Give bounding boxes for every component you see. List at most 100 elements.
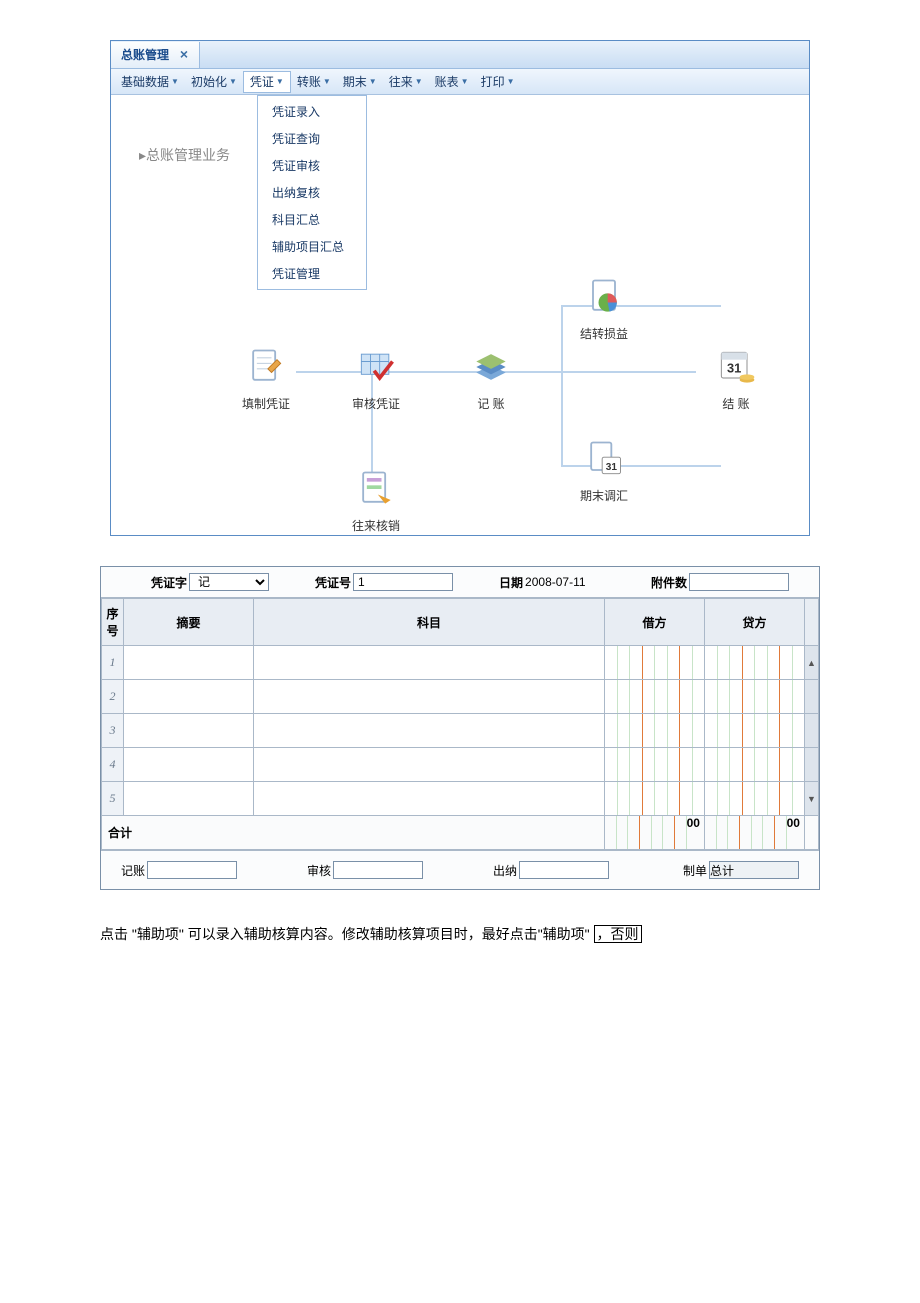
seq-cell: 4 bbox=[102, 748, 124, 782]
menu-period-end[interactable]: 期末▼ bbox=[337, 71, 383, 93]
summary-cell[interactable] bbox=[124, 782, 254, 816]
col-subject: 科目 bbox=[254, 599, 605, 646]
subject-cell[interactable] bbox=[254, 646, 605, 680]
wf-label: 审核凭证 bbox=[336, 395, 416, 412]
credit-cell[interactable] bbox=[705, 782, 805, 816]
subject-cell[interactable] bbox=[254, 782, 605, 816]
dropdown-item-audit[interactable]: 凭证审核 bbox=[260, 152, 364, 179]
maker-input[interactable] bbox=[709, 861, 799, 879]
voucher-table: 序号 摘要 科目 借方 贷方 1▲2345▼ 合计 00 00 bbox=[101, 598, 819, 850]
menu-transfer[interactable]: 转账▼ bbox=[291, 71, 337, 93]
subject-cell[interactable] bbox=[254, 748, 605, 782]
summary-cell[interactable] bbox=[124, 714, 254, 748]
chevron-down-icon: ▼ bbox=[171, 77, 179, 86]
document-arrow-icon bbox=[352, 465, 400, 513]
voucher-att-input[interactable] bbox=[689, 573, 789, 591]
seq-cell: 3 bbox=[102, 714, 124, 748]
close-icon[interactable]: × bbox=[177, 48, 191, 62]
voucher-word-select[interactable]: 记 bbox=[189, 573, 269, 591]
date-label: 日期 bbox=[499, 574, 523, 591]
credit-cell[interactable] bbox=[705, 680, 805, 714]
menu-reports[interactable]: 账表▼ bbox=[429, 71, 475, 93]
dropdown-item-query[interactable]: 凭证查询 bbox=[260, 125, 364, 152]
post-input[interactable] bbox=[147, 861, 237, 879]
table-row: 2 bbox=[102, 680, 819, 714]
voucher-no-input[interactable] bbox=[353, 573, 453, 591]
total-debit-cell: 00 bbox=[605, 816, 705, 850]
subject-cell[interactable] bbox=[254, 680, 605, 714]
table-check-icon bbox=[352, 343, 400, 391]
wf-label: 记 账 bbox=[451, 395, 531, 412]
voucher-date: 2008-07-11 bbox=[525, 575, 605, 589]
wf-period-adj[interactable]: 31 期末调汇 bbox=[564, 435, 644, 504]
flow-line bbox=[641, 305, 721, 307]
debit-cell[interactable] bbox=[605, 782, 705, 816]
summary-cell[interactable] bbox=[124, 646, 254, 680]
wf-settle[interactable]: 31 结 账 bbox=[696, 343, 776, 412]
col-credit: 贷方 bbox=[705, 599, 805, 646]
voucher-footer: 记账 审核 出纳 制单 bbox=[101, 850, 819, 889]
scroll-track[interactable] bbox=[805, 714, 819, 748]
no-label: 凭证号 bbox=[315, 574, 351, 591]
debit-cell[interactable] bbox=[605, 748, 705, 782]
chevron-down-icon: ▼ bbox=[507, 77, 515, 86]
menu-basic-data[interactable]: 基础数据▼ bbox=[115, 71, 185, 93]
wf-post[interactable]: 记 账 bbox=[451, 343, 531, 412]
summary-cell[interactable] bbox=[124, 680, 254, 714]
flow-line bbox=[641, 465, 721, 467]
debit-cell[interactable] bbox=[605, 714, 705, 748]
word-label: 凭证字 bbox=[151, 574, 187, 591]
wf-transfer-pl[interactable]: 结转损益 bbox=[564, 273, 644, 342]
dropdown-item-manage[interactable]: 凭证管理 bbox=[260, 260, 364, 287]
ledger-window: 总账管理 × 基础数据▼ 初始化▼ 凭证▼ 转账▼ 期末▼ 往来▼ 账表▼ 打印… bbox=[110, 40, 810, 536]
subject-cell[interactable] bbox=[254, 714, 605, 748]
svg-text:31: 31 bbox=[606, 462, 618, 473]
wf-fill-voucher[interactable]: 填制凭证 bbox=[226, 343, 306, 412]
seq-cell: 1 bbox=[102, 646, 124, 680]
table-row: 4 bbox=[102, 748, 819, 782]
wf-label: 往来核销 bbox=[336, 517, 416, 534]
col-summary: 摘要 bbox=[124, 599, 254, 646]
scroll-up-button[interactable]: ▲ bbox=[805, 646, 819, 680]
document-pencil-icon bbox=[242, 343, 290, 391]
voucher-dropdown: 凭证录入 凭证查询 凭证审核 出纳复核 科目汇总 辅助项目汇总 凭证管理 bbox=[257, 95, 367, 290]
voucher-header: 凭证字 记 凭证号 日期 2008-07-11 附件数 bbox=[101, 567, 819, 598]
audit-input[interactable] bbox=[333, 861, 423, 879]
wf-ar-verify[interactable]: 往来核销 bbox=[336, 465, 416, 534]
dropdown-item-cashier[interactable]: 出纳复核 bbox=[260, 179, 364, 206]
scroll-track[interactable] bbox=[805, 680, 819, 714]
debit-cell[interactable] bbox=[605, 680, 705, 714]
maker-label: 制单 bbox=[683, 862, 707, 879]
scroll-track[interactable] bbox=[805, 748, 819, 782]
dropdown-item-entry[interactable]: 凭证录入 bbox=[260, 98, 364, 125]
table-row: 5▼ bbox=[102, 782, 819, 816]
flow-line bbox=[561, 305, 563, 465]
col-seq: 序号 bbox=[102, 599, 124, 646]
titlebar: 总账管理 × bbox=[111, 41, 809, 69]
menu-init[interactable]: 初始化▼ bbox=[185, 71, 243, 93]
credit-cell[interactable] bbox=[705, 714, 805, 748]
debit-cell[interactable] bbox=[605, 646, 705, 680]
att-label: 附件数 bbox=[651, 574, 687, 591]
menu-ar[interactable]: 往来▼ bbox=[383, 71, 429, 93]
cashier-input[interactable] bbox=[519, 861, 609, 879]
dropdown-item-aux-sum[interactable]: 辅助项目汇总 bbox=[260, 233, 364, 260]
menu-voucher[interactable]: 凭证▼ bbox=[243, 71, 291, 93]
scroll-header bbox=[805, 599, 819, 646]
tab-ledger[interactable]: 总账管理 × bbox=[111, 42, 200, 68]
summary-cell[interactable] bbox=[124, 748, 254, 782]
menu-print[interactable]: 打印▼ bbox=[475, 71, 521, 93]
total-label: 合计 bbox=[102, 816, 605, 850]
calendar-coins-icon: 31 bbox=[712, 343, 760, 391]
credit-cell[interactable] bbox=[705, 646, 805, 680]
total-credit-cell: 00 bbox=[705, 816, 805, 850]
wf-audit-voucher[interactable]: 审核凭证 bbox=[336, 343, 416, 412]
dropdown-item-subject-sum[interactable]: 科目汇总 bbox=[260, 206, 364, 233]
table-row: 3 bbox=[102, 714, 819, 748]
audit-label: 审核 bbox=[307, 862, 331, 879]
credit-cell[interactable] bbox=[705, 748, 805, 782]
svg-text:31: 31 bbox=[727, 361, 741, 376]
scroll-down-button[interactable]: ▼ bbox=[805, 782, 819, 816]
menubar: 基础数据▼ 初始化▼ 凭证▼ 转账▼ 期末▼ 往来▼ 账表▼ 打印▼ bbox=[111, 69, 809, 95]
tab-title: 总账管理 bbox=[121, 46, 169, 63]
